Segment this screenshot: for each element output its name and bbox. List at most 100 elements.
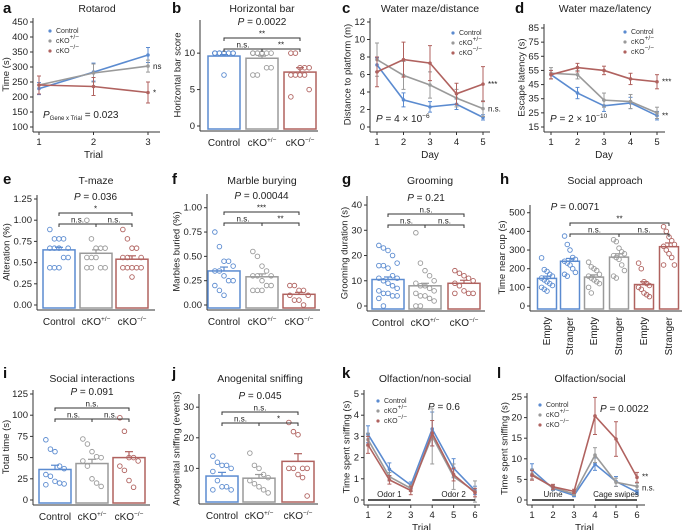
p-value: P = 2 × 10−10 <box>550 113 608 125</box>
individual-point <box>300 287 307 294</box>
individual-point <box>380 262 387 269</box>
data-point <box>614 480 618 485</box>
legend-marker <box>538 403 542 407</box>
individual-point <box>228 465 234 472</box>
individual-point <box>43 471 49 478</box>
individual-point <box>268 273 274 279</box>
legend-marker <box>623 50 627 54</box>
individual-point <box>52 448 58 455</box>
individual-point <box>663 228 670 235</box>
data-point <box>428 61 432 65</box>
y-axis-label: Marbles buried (%) <box>172 211 183 291</box>
p-value: P = 4 × 10−6 <box>376 113 430 125</box>
label-text: Control <box>459 30 482 37</box>
individual-point <box>89 448 95 455</box>
data-point <box>401 57 406 62</box>
p-value: P = 0.091 <box>70 387 114 398</box>
category-label: cKO−/− <box>118 316 147 328</box>
label-text: cKO <box>384 418 398 425</box>
label-text: Empty <box>639 317 650 345</box>
y-axis-label: Escape latency (s) <box>516 38 527 116</box>
individual-point <box>265 490 271 496</box>
individual-point <box>216 287 223 294</box>
y-axis-label: Time near cup (s) <box>497 220 508 294</box>
x-axis-label: Day <box>421 150 439 161</box>
data-point <box>146 90 150 95</box>
label-text: Control <box>56 28 79 35</box>
category-label: Stranger <box>614 316 625 355</box>
legend-entry: Control <box>56 28 79 35</box>
individual-point <box>394 285 400 292</box>
category-label: cKO−/− <box>450 317 479 329</box>
y-tick-label: 200 <box>509 264 525 275</box>
individual-point <box>251 462 258 469</box>
label-superscript: +/− <box>264 510 274 517</box>
individual-point <box>212 50 218 56</box>
category-label: Control <box>208 317 240 328</box>
individual-point <box>288 94 294 100</box>
individual-point <box>60 236 67 242</box>
individual-point <box>376 242 382 249</box>
label-text: cKO <box>115 512 135 523</box>
bar <box>115 258 149 309</box>
data-point <box>628 77 633 81</box>
individual-point <box>304 493 310 499</box>
individual-point <box>84 217 90 223</box>
individual-point <box>426 295 433 302</box>
individual-point <box>80 436 86 442</box>
individual-point <box>385 290 391 297</box>
individual-point <box>216 243 223 250</box>
individual-point <box>299 474 306 481</box>
significance-label: n.s. <box>67 411 80 420</box>
data-point <box>614 437 618 441</box>
individual-point <box>394 275 400 281</box>
individual-point <box>616 245 622 251</box>
individual-point <box>422 267 428 274</box>
x-tick-label: 3 <box>145 137 150 148</box>
bar <box>633 283 655 310</box>
label-text: Control <box>39 512 71 523</box>
series-2: * <box>37 75 156 104</box>
category-label: Control <box>43 317 75 328</box>
individual-point <box>61 481 67 487</box>
p-value: P = 0.00044 <box>234 191 289 202</box>
x-tick-label: 1 <box>36 137 41 148</box>
y-tick-label: 350 <box>12 47 28 58</box>
panel-letter: h <box>500 171 509 188</box>
label-text: cKO <box>82 317 102 328</box>
label-text: Control <box>208 138 240 149</box>
panel-title: Water maze/latency <box>559 3 652 15</box>
individual-point <box>210 487 216 493</box>
data-point <box>91 71 96 75</box>
individual-point <box>380 303 387 309</box>
individual-point <box>254 50 261 56</box>
legend-entry: cKO+/− <box>56 34 79 45</box>
individual-point <box>56 463 63 469</box>
individual-point <box>380 278 387 284</box>
legend-entry: cKO+/− <box>384 404 407 415</box>
individual-point <box>216 50 223 56</box>
panel-a: a Rotarod 100 150 200 250 300 350 400 450 Time (s)… <box>1 0 161 161</box>
individual-point <box>660 223 667 230</box>
label-text: Control <box>208 317 240 328</box>
data-point <box>473 490 477 495</box>
individual-point <box>120 226 126 233</box>
legend-marker <box>451 41 455 45</box>
panel-title: Marble burying <box>227 175 297 187</box>
legend-entry: cKO−/− <box>384 414 407 425</box>
y-tick-label: 0 <box>360 122 365 133</box>
p-superscript: −10 <box>596 113 607 120</box>
individual-point <box>569 265 576 272</box>
y-tick-label: 1 <box>354 474 359 485</box>
significance-label: ns <box>153 62 161 71</box>
bar-group-2 <box>112 414 146 504</box>
x-tick-label: 4 <box>430 510 435 521</box>
bar <box>447 282 481 310</box>
individual-point <box>613 275 620 281</box>
category-label: Control <box>208 138 240 149</box>
individual-point <box>221 72 227 78</box>
individual-point <box>214 477 221 484</box>
bar <box>207 55 241 130</box>
individual-point <box>452 290 458 297</box>
